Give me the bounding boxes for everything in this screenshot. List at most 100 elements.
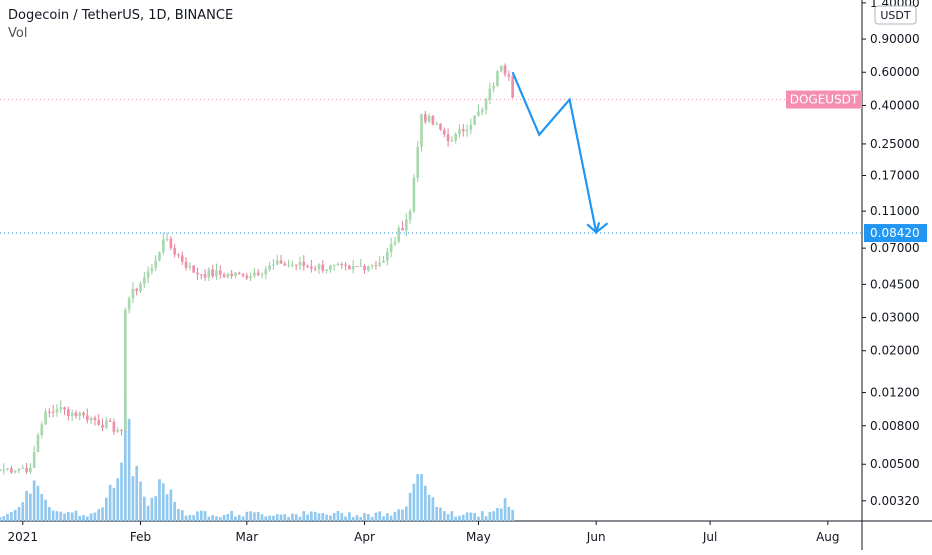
candle-body	[6, 468, 9, 470]
candle	[272, 259, 275, 270]
volume-bar	[192, 515, 195, 521]
candle	[370, 264, 374, 270]
candle-body	[480, 109, 484, 112]
volume-bar	[336, 510, 340, 521]
volume-bar	[127, 418, 131, 521]
candle-body	[180, 255, 184, 262]
candle	[442, 127, 446, 138]
candle	[74, 409, 78, 419]
candle	[32, 445, 36, 469]
candle	[21, 464, 25, 469]
volume-bar	[344, 516, 347, 521]
candle	[397, 225, 401, 244]
candle-body	[469, 124, 473, 130]
volume-bar	[332, 513, 336, 521]
candle-body	[412, 177, 416, 212]
volume-bars	[0, 395, 514, 521]
volume-bar	[480, 511, 484, 521]
candle-body	[146, 271, 150, 278]
candle-body	[302, 261, 306, 266]
candle-body	[325, 269, 328, 271]
volume-bar	[511, 509, 514, 521]
volume-bar	[154, 496, 158, 521]
candle	[142, 271, 146, 289]
candle-body	[393, 241, 397, 245]
volume-bar	[245, 511, 249, 521]
candle-body	[298, 261, 302, 266]
volume-bar	[268, 515, 271, 521]
y-tick-label: 0.25000	[870, 137, 920, 151]
candle	[291, 260, 294, 268]
candle	[230, 269, 233, 280]
candle-body	[503, 65, 507, 75]
volume-bar	[253, 512, 256, 521]
currency-badge[interactable]: USDT	[874, 5, 917, 25]
candle-body	[241, 273, 245, 276]
candle-body	[108, 420, 112, 422]
volume-bar	[503, 498, 507, 521]
candle-body	[249, 276, 252, 279]
volume-bar	[10, 512, 13, 521]
volume-bar	[404, 506, 408, 521]
candle-body	[0, 469, 2, 471]
candle-body	[237, 272, 241, 274]
candle	[127, 296, 131, 314]
candle	[89, 416, 93, 425]
volume-bar	[249, 511, 252, 521]
candle	[294, 264, 298, 271]
candle-body	[29, 467, 32, 473]
candle-body	[135, 288, 139, 292]
candle-body	[420, 114, 423, 148]
candle	[192, 264, 195, 274]
candle	[268, 261, 271, 272]
candle	[386, 248, 389, 266]
candle	[279, 255, 283, 264]
candle	[17, 468, 21, 474]
volume-bar	[32, 480, 36, 521]
candle-body	[51, 411, 55, 413]
candle-body	[48, 411, 51, 413]
candle	[29, 463, 32, 474]
candle	[48, 408, 51, 418]
volume-bar	[169, 489, 173, 521]
volume-bar	[423, 485, 427, 521]
candle	[25, 462, 28, 475]
candle-body	[499, 65, 503, 72]
candle	[287, 259, 290, 268]
candle-body	[488, 88, 492, 100]
candle	[180, 251, 184, 266]
candle	[123, 307, 127, 434]
y-tick-label: 0.07000	[870, 241, 920, 255]
volume-bar	[139, 481, 142, 521]
volume-bar	[363, 513, 366, 521]
y-tick-label: 0.40000	[870, 98, 920, 112]
candle	[420, 113, 423, 152]
candle-body	[158, 252, 161, 261]
volume-bar	[101, 507, 104, 521]
candle-body	[165, 238, 169, 240]
candle	[484, 97, 488, 115]
candle	[116, 427, 120, 433]
volume-bar	[74, 510, 78, 521]
candle	[13, 470, 17, 474]
candle	[336, 262, 340, 267]
volume-bar	[241, 516, 245, 521]
candle	[67, 406, 70, 421]
candle	[317, 263, 321, 274]
y-tick-label: 0.00500	[870, 457, 920, 471]
y-tick-label: 0.01200	[870, 386, 920, 400]
candle	[131, 282, 135, 303]
candle	[63, 406, 66, 416]
candle-body	[184, 261, 188, 268]
volume-bar	[51, 510, 55, 521]
candle-body	[435, 123, 439, 125]
currency-badge-label: USDT	[880, 9, 911, 22]
volume-bar	[180, 510, 184, 521]
volume-bar	[112, 487, 116, 521]
volume-bar	[260, 514, 264, 521]
candle-body	[93, 417, 97, 421]
candle	[393, 237, 397, 247]
candle	[477, 104, 480, 117]
candle-body	[245, 275, 249, 279]
